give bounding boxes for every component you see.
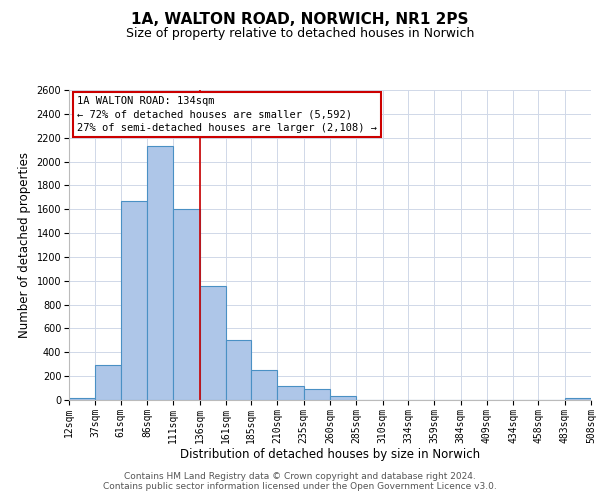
Text: 1A, WALTON ROAD, NORWICH, NR1 2PS: 1A, WALTON ROAD, NORWICH, NR1 2PS	[131, 12, 469, 28]
Bar	[565, 398, 591, 400]
Bar	[121, 201, 147, 400]
Bar	[251, 370, 277, 400]
X-axis label: Distribution of detached houses by size in Norwich: Distribution of detached houses by size …	[180, 448, 480, 462]
Bar	[304, 388, 330, 400]
Text: Contains public sector information licensed under the Open Government Licence v3: Contains public sector information licen…	[103, 482, 497, 491]
Bar	[199, 286, 226, 400]
Text: Contains HM Land Registry data © Crown copyright and database right 2024.: Contains HM Land Registry data © Crown c…	[124, 472, 476, 481]
Y-axis label: Number of detached properties: Number of detached properties	[18, 152, 31, 338]
Text: Size of property relative to detached houses in Norwich: Size of property relative to detached ho…	[126, 28, 474, 40]
Bar	[226, 340, 251, 400]
Bar	[69, 398, 95, 400]
Text: 1A WALTON ROAD: 134sqm
← 72% of detached houses are smaller (5,592)
27% of semi-: 1A WALTON ROAD: 134sqm ← 72% of detached…	[77, 96, 377, 132]
Bar	[95, 365, 121, 400]
Bar	[173, 209, 199, 400]
Bar	[147, 146, 173, 400]
Bar	[330, 396, 356, 400]
Bar	[277, 386, 304, 400]
